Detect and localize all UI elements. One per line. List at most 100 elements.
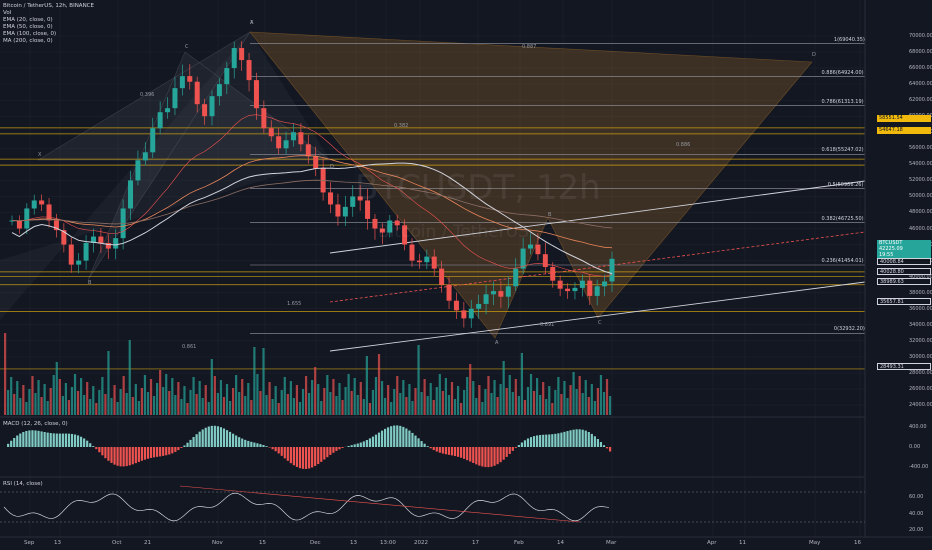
macd-bar bbox=[341, 447, 344, 448]
volume-bar bbox=[380, 381, 384, 415]
macd-bar bbox=[10, 440, 13, 447]
volume-bar bbox=[61, 396, 64, 415]
candle bbox=[128, 180, 134, 209]
volume-bars bbox=[4, 333, 612, 415]
rsi-label[interactable]: RSI (14, close) bbox=[3, 481, 43, 487]
volume-bar bbox=[171, 378, 174, 415]
macd-bar bbox=[49, 433, 52, 447]
candle bbox=[476, 303, 482, 309]
volume-bar bbox=[113, 385, 116, 415]
macd-bar bbox=[104, 447, 107, 459]
macd-bar bbox=[210, 425, 213, 447]
candle bbox=[602, 281, 608, 287]
ma200-label: MA (200, close, 0) bbox=[3, 38, 53, 44]
volume-bar bbox=[329, 392, 332, 415]
macd-bar bbox=[393, 425, 396, 447]
candle bbox=[53, 220, 59, 231]
macd-bar bbox=[335, 447, 338, 451]
volume-bar bbox=[387, 385, 390, 415]
candle bbox=[239, 48, 245, 61]
time-axis-label: Mar bbox=[606, 540, 617, 546]
moving-averages bbox=[11, 114, 613, 277]
macd-bar bbox=[292, 447, 295, 466]
macd-bar bbox=[46, 432, 49, 447]
volume-bar bbox=[174, 395, 177, 415]
macd-bar bbox=[119, 447, 122, 467]
macd-bar bbox=[563, 431, 566, 447]
macd-bar bbox=[195, 434, 198, 447]
candle bbox=[150, 128, 156, 153]
candle bbox=[572, 287, 578, 292]
macd-axis-label: -400.00 bbox=[909, 464, 929, 470]
volume-bar bbox=[76, 391, 80, 415]
volume-bar bbox=[55, 362, 58, 415]
macd-bar bbox=[98, 447, 101, 453]
rsi-axis-label: 40.00 bbox=[909, 511, 924, 517]
macd-bar bbox=[286, 447, 289, 461]
candle bbox=[387, 220, 393, 233]
macd-bar bbox=[304, 447, 308, 469]
macd-bar bbox=[283, 447, 286, 459]
macd-bar bbox=[551, 434, 554, 447]
volume-bar bbox=[520, 353, 523, 415]
volume-bar bbox=[70, 387, 74, 415]
channel-lower-line[interactable] bbox=[329, 281, 866, 352]
volume-bar bbox=[189, 390, 192, 415]
macd-bar bbox=[43, 432, 46, 447]
horizontal-levels bbox=[0, 127, 865, 370]
harmonic-pattern-2[interactable] bbox=[249, 31, 813, 339]
volume-bar bbox=[523, 400, 527, 415]
candle bbox=[342, 206, 348, 217]
grid bbox=[0, 0, 865, 537]
candle bbox=[142, 152, 148, 161]
macd-bar bbox=[529, 437, 533, 447]
volume-bar bbox=[572, 372, 575, 415]
volume-bar bbox=[584, 380, 587, 415]
macd-bar bbox=[423, 443, 426, 447]
rsi-trendline bbox=[179, 485, 581, 523]
volume-bar bbox=[575, 389, 578, 415]
macd-bar bbox=[435, 447, 438, 452]
symbol-legend[interactable]: Bitcoin / TetherUS, 12h, BINANCE Vol EMA… bbox=[3, 3, 94, 45]
volume-bar bbox=[143, 375, 147, 415]
volume-bar bbox=[295, 385, 299, 415]
macd-bar bbox=[396, 425, 399, 447]
price-axis-label: 64000.00 bbox=[909, 81, 932, 88]
macd-label[interactable]: MACD (12, 26, close, 0) bbox=[3, 421, 68, 427]
volume-bar bbox=[192, 377, 195, 415]
macd-bar bbox=[83, 438, 86, 447]
price-axis-label: 36000.00 bbox=[909, 305, 932, 312]
macd-bar bbox=[235, 435, 238, 447]
macd-bar bbox=[219, 427, 223, 447]
volume-bar bbox=[4, 333, 7, 415]
volume-bar bbox=[134, 384, 137, 415]
channel-upper-line[interactable] bbox=[329, 180, 866, 254]
price-box: 38989.63 bbox=[877, 278, 931, 285]
ema100-label: EMA (100, close, 0) bbox=[3, 31, 57, 37]
macd-bar bbox=[92, 446, 95, 447]
volume-bar bbox=[156, 383, 159, 415]
pattern-point-label: D bbox=[330, 164, 334, 170]
volume-bar bbox=[423, 379, 426, 415]
macd-bar bbox=[174, 447, 177, 452]
macd-bar bbox=[399, 425, 402, 447]
volume-bar bbox=[19, 398, 22, 415]
volume-bar bbox=[13, 394, 16, 415]
volume-bar bbox=[222, 397, 226, 415]
volume-bar bbox=[140, 388, 143, 415]
fib-label: 0.5(50986.26) bbox=[827, 181, 864, 188]
macd-bar bbox=[405, 428, 408, 447]
macd-bar bbox=[329, 447, 332, 455]
macd-bar bbox=[149, 447, 153, 458]
candle bbox=[550, 267, 556, 281]
candle bbox=[187, 76, 193, 82]
harmonic-pattern-1-lower[interactable] bbox=[0, 32, 330, 320]
price-box: BTCUSDT bbox=[877, 240, 931, 247]
volume-bar bbox=[238, 392, 241, 415]
volume-bar bbox=[159, 370, 162, 415]
volume-bar bbox=[338, 383, 341, 415]
macd-bar bbox=[514, 447, 517, 448]
macd-bar bbox=[453, 447, 457, 457]
volume-bar bbox=[502, 361, 505, 415]
